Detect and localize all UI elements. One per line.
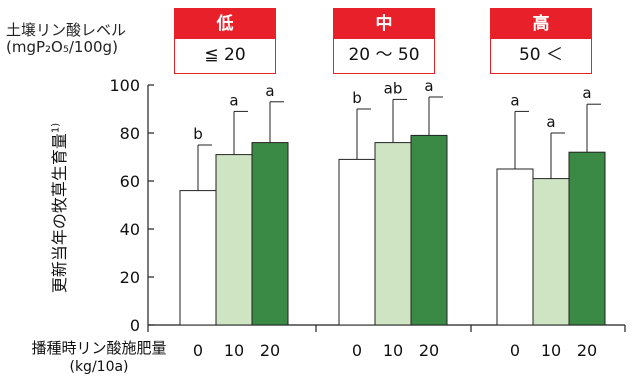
y-axis-title-sup: 1) bbox=[50, 122, 62, 134]
x-axis-title-line1: 播種時リン酸施肥量 bbox=[31, 339, 167, 357]
x-axis-title-line2: (kg/10a) bbox=[69, 359, 129, 375]
bar-高-20 bbox=[568, 151, 606, 326]
y-tick-label: 40 bbox=[120, 220, 140, 239]
soil-label-line1: 土壌リン酸レベル bbox=[6, 21, 127, 39]
bar-中-20 bbox=[410, 134, 448, 326]
significance-letter: a bbox=[424, 77, 433, 95]
significance-letter: a bbox=[546, 113, 555, 131]
bar-低-20 bbox=[251, 142, 289, 326]
y-tick-label: 80 bbox=[120, 124, 140, 143]
bar-低-10 bbox=[215, 154, 253, 326]
bar-高-10 bbox=[532, 178, 570, 326]
bar-低-0 bbox=[179, 190, 217, 326]
bar-高-0 bbox=[496, 168, 534, 326]
x-category-label: 0 bbox=[510, 341, 520, 360]
x-category-label: 10 bbox=[224, 341, 244, 360]
y-tick-label: 20 bbox=[120, 268, 140, 287]
y-tick-label: 0 bbox=[130, 316, 140, 335]
y-axis-title: 更新当年の牧草生育量1) bbox=[46, 118, 70, 298]
group-level-high: 高 bbox=[491, 9, 591, 39]
y-tick-label: 60 bbox=[120, 172, 140, 191]
significance-letter: a bbox=[265, 82, 274, 100]
significance-letter: a bbox=[582, 84, 591, 102]
group-level-low: 低 bbox=[175, 9, 275, 39]
x-category-label: 20 bbox=[260, 341, 280, 360]
bar-中-10 bbox=[374, 142, 412, 326]
significance-letter: b bbox=[352, 89, 362, 107]
x-axis-title: 播種時リン酸施肥量 (kg/10a) bbox=[4, 339, 194, 377]
soil-label-line2: (mgP₂O₅/100g) bbox=[6, 38, 118, 56]
group-box-mid: 中 20 ～ 50 bbox=[333, 8, 435, 74]
significance-letter: a bbox=[229, 91, 238, 109]
group-box-low: 低 ≦ 20 bbox=[174, 8, 276, 74]
y-tick-label: 100 bbox=[109, 76, 140, 95]
y-axis-title-text: 更新当年の牧草生育量 bbox=[50, 133, 69, 294]
x-category-label: 10 bbox=[541, 341, 561, 360]
soil-phosphate-label: 土壌リン酸レベル (mgP₂O₅/100g) bbox=[6, 22, 126, 56]
group-level-mid: 中 bbox=[334, 9, 434, 39]
bar-中-0 bbox=[338, 158, 376, 326]
group-box-high: 高 50 ＜ bbox=[490, 8, 592, 74]
x-category-label: 20 bbox=[577, 341, 597, 360]
significance-letter: b bbox=[193, 125, 203, 143]
x-category-label: 0 bbox=[193, 341, 203, 360]
significance-letter: a bbox=[510, 91, 519, 109]
significance-letter: ab bbox=[384, 79, 403, 97]
x-category-label: 20 bbox=[419, 341, 439, 360]
x-category-label: 10 bbox=[383, 341, 403, 360]
x-category-label: 0 bbox=[352, 341, 362, 360]
group-range-high: 50 ＜ bbox=[518, 45, 564, 65]
group-range-low: ≦ 20 bbox=[204, 45, 246, 65]
group-range-mid: 20 ～ 50 bbox=[348, 45, 420, 65]
